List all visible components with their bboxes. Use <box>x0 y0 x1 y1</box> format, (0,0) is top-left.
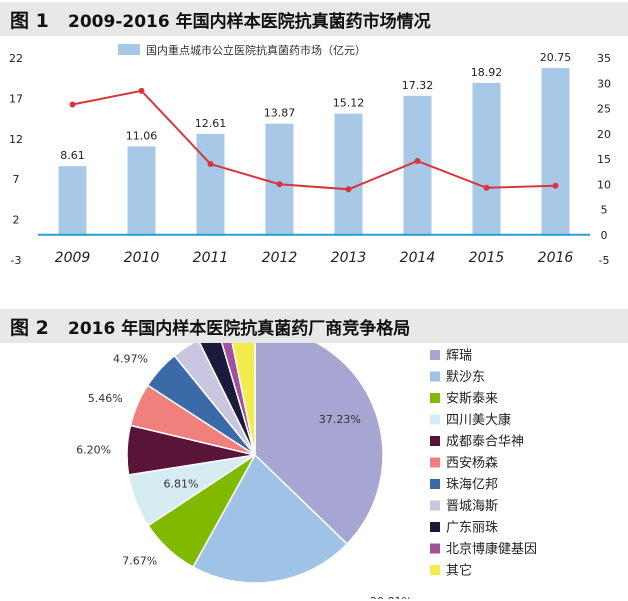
bar <box>58 166 87 236</box>
manufacturer-pie-chart: 37.23%20.81%7.67%6.81%6.20%5.46%4.97%3.5… <box>76 343 537 599</box>
bar <box>265 123 294 236</box>
bar <box>127 146 156 236</box>
legend-swatch <box>430 371 440 382</box>
legend-swatch <box>430 565 440 575</box>
y-left-tick-label: 12 <box>9 133 23 146</box>
legend-swatch <box>430 543 440 554</box>
figure2-header: 图 2 2016 年国内样本医院抗真菌药厂商竞争格局 <box>0 309 628 343</box>
bar <box>334 113 363 236</box>
y-right-tick-label: -5 <box>599 254 610 267</box>
bar-data-label: 13.87 <box>264 107 296 120</box>
figure1-header: 图 1 2009-2016 年国内样本医院抗真菌药市场情况 <box>0 2 628 36</box>
pie-data-label: 4.97% <box>113 353 148 366</box>
y-right-tick-label: 5 <box>601 204 608 217</box>
legend-label: 国内重点城市公立医院抗真菌药市场（亿元） <box>146 43 366 57</box>
legend-label: 珠海亿邦 <box>446 478 498 493</box>
bar-data-label: 12.61 <box>195 117 227 130</box>
pie-slice <box>254 343 384 546</box>
legend-label: 北京博康健基因 <box>446 541 537 557</box>
x-tick-label: 2015 <box>469 250 505 266</box>
y-left-tick-label: -3 <box>11 254 22 267</box>
y-right-tick-label: 25 <box>597 103 611 116</box>
bar-data-label: 8.61 <box>60 149 85 162</box>
pie-data-label: 20.81% <box>370 595 412 599</box>
bar <box>196 133 225 236</box>
line-point <box>138 87 145 94</box>
pie-slice <box>173 343 256 456</box>
legend-label: 晋城海斯 <box>446 499 498 514</box>
x-tick-label: 2014 <box>400 250 436 266</box>
y-right-tick-label: 35 <box>597 52 611 65</box>
legend-swatch <box>430 500 440 511</box>
y-left-tick-label: 22 <box>9 52 23 65</box>
y-right-tick-label: 15 <box>597 153 611 166</box>
pie-data-label: 5.46% <box>88 392 123 405</box>
x-tick-label: 2016 <box>538 250 574 266</box>
legend-swatch <box>118 44 140 55</box>
pie-data-label: 6.81% <box>164 478 199 491</box>
pie-slice <box>221 343 256 456</box>
legend-swatch <box>430 414 440 425</box>
legend-swatch <box>430 522 440 532</box>
figure1-tag: 图 1 <box>10 9 49 32</box>
legend-swatch <box>430 436 440 446</box>
legend-swatch <box>430 393 440 403</box>
legend-label: 西安杨森 <box>446 456 498 471</box>
bar <box>472 82 501 236</box>
bar <box>541 68 570 236</box>
legend-label: 辉瑞 <box>446 349 472 364</box>
bar-data-label: 20.75 <box>540 51 572 64</box>
line-point <box>552 182 559 189</box>
legend-label: 其它 <box>446 563 472 579</box>
pie-slice <box>198 343 256 456</box>
pie-slice <box>231 343 256 456</box>
growth-line <box>72 89 556 191</box>
legend-swatch <box>430 457 440 468</box>
figure2-title: 2016 年国内样本医院抗真菌药厂商竞争格局 <box>68 318 411 339</box>
x-tick-label: 2011 <box>193 250 229 266</box>
pie-data-label: 37.23% <box>319 413 361 426</box>
figure2-tag: 图 2 <box>10 316 49 339</box>
pie-slice <box>192 453 349 584</box>
line-point <box>483 184 490 191</box>
legend-swatch <box>430 350 440 360</box>
x-tick-label: 2013 <box>331 250 367 266</box>
line-point <box>345 186 352 193</box>
y-right-tick-label: 10 <box>597 178 611 191</box>
line-point <box>414 158 421 165</box>
y-left-tick-label: 2 <box>13 214 20 227</box>
y-left-tick-label: 7 <box>13 173 20 186</box>
market-bar-line-chart: 22171272-335302520151050-5国内重点城市公立医院抗真菌药… <box>9 43 611 267</box>
bar-data-label: 18.92 <box>471 66 503 79</box>
bar-data-label: 11.06 <box>126 129 158 142</box>
bar-data-label: 17.32 <box>402 79 434 92</box>
line-point <box>207 161 214 168</box>
y-left-tick-label: 17 <box>9 92 23 105</box>
y-right-tick-label: 0 <box>601 229 608 242</box>
line-point <box>276 181 283 188</box>
y-right-tick-label: 20 <box>597 128 611 141</box>
legend-label: 安斯泰来 <box>446 392 498 407</box>
legend-label: 成都泰合华神 <box>446 435 524 450</box>
x-tick-label: 2009 <box>55 250 91 266</box>
legend-swatch <box>430 479 440 489</box>
legend-label: 默沙东 <box>446 369 485 385</box>
legend-label: 广东丽珠 <box>446 521 498 536</box>
bar-data-label: 15.12 <box>333 97 365 110</box>
legend-label: 四川美大康 <box>446 412 511 428</box>
figure1-title: 2009-2016 年国内样本医院抗真菌药市场情况 <box>68 11 431 32</box>
x-tick-label: 2012 <box>262 250 298 266</box>
y-right-tick-label: 30 <box>597 77 611 90</box>
line-point <box>69 101 76 108</box>
x-tick-label: 2010 <box>124 250 160 266</box>
pie-data-label: 7.67% <box>122 555 157 568</box>
pie-data-label: 6.20% <box>76 443 111 456</box>
